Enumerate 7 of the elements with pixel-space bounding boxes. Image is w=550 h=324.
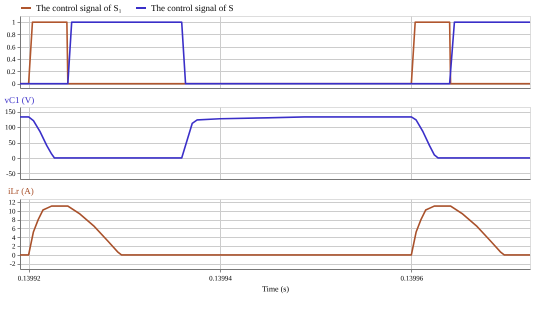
y-axis-title: iLr (A) xyxy=(8,186,34,196)
line-series xyxy=(19,205,531,256)
x-axis-title: Time (s) xyxy=(262,284,290,294)
legend-label: The control signal of S xyxy=(151,3,234,13)
legend-label: The control signal of S₁ xyxy=(36,3,122,13)
y-axis-title: vC1 (V) xyxy=(4,95,34,105)
line-series xyxy=(19,116,531,159)
